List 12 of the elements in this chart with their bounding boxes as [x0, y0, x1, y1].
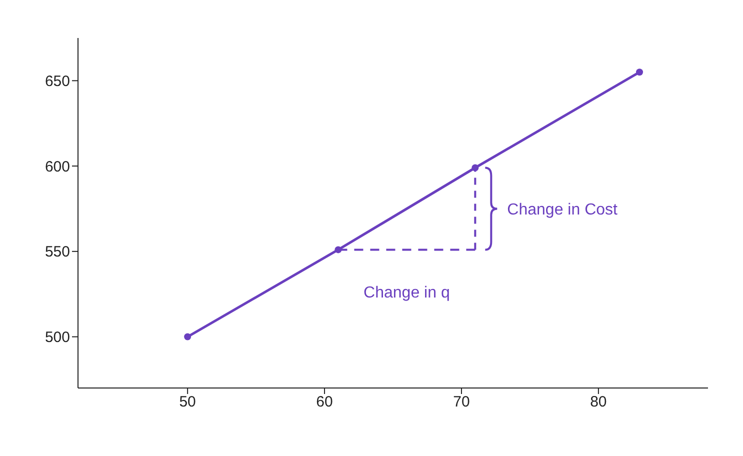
x-tick-label: 50: [179, 394, 196, 411]
y-tick-label: 500: [44, 329, 70, 346]
y-tick-label: 550: [44, 244, 70, 261]
y-tick-label: 650: [44, 73, 70, 90]
y-tick-label: 600: [44, 158, 70, 176]
x-tick-label: 60: [316, 394, 333, 411]
annotation: Change in Cost: [507, 201, 618, 218]
x-tick-label: 70: [453, 394, 470, 411]
annotation: Change in q: [364, 284, 450, 302]
point: [184, 333, 192, 340]
point: [636, 68, 644, 76]
x-tick-label: 80: [590, 394, 607, 411]
